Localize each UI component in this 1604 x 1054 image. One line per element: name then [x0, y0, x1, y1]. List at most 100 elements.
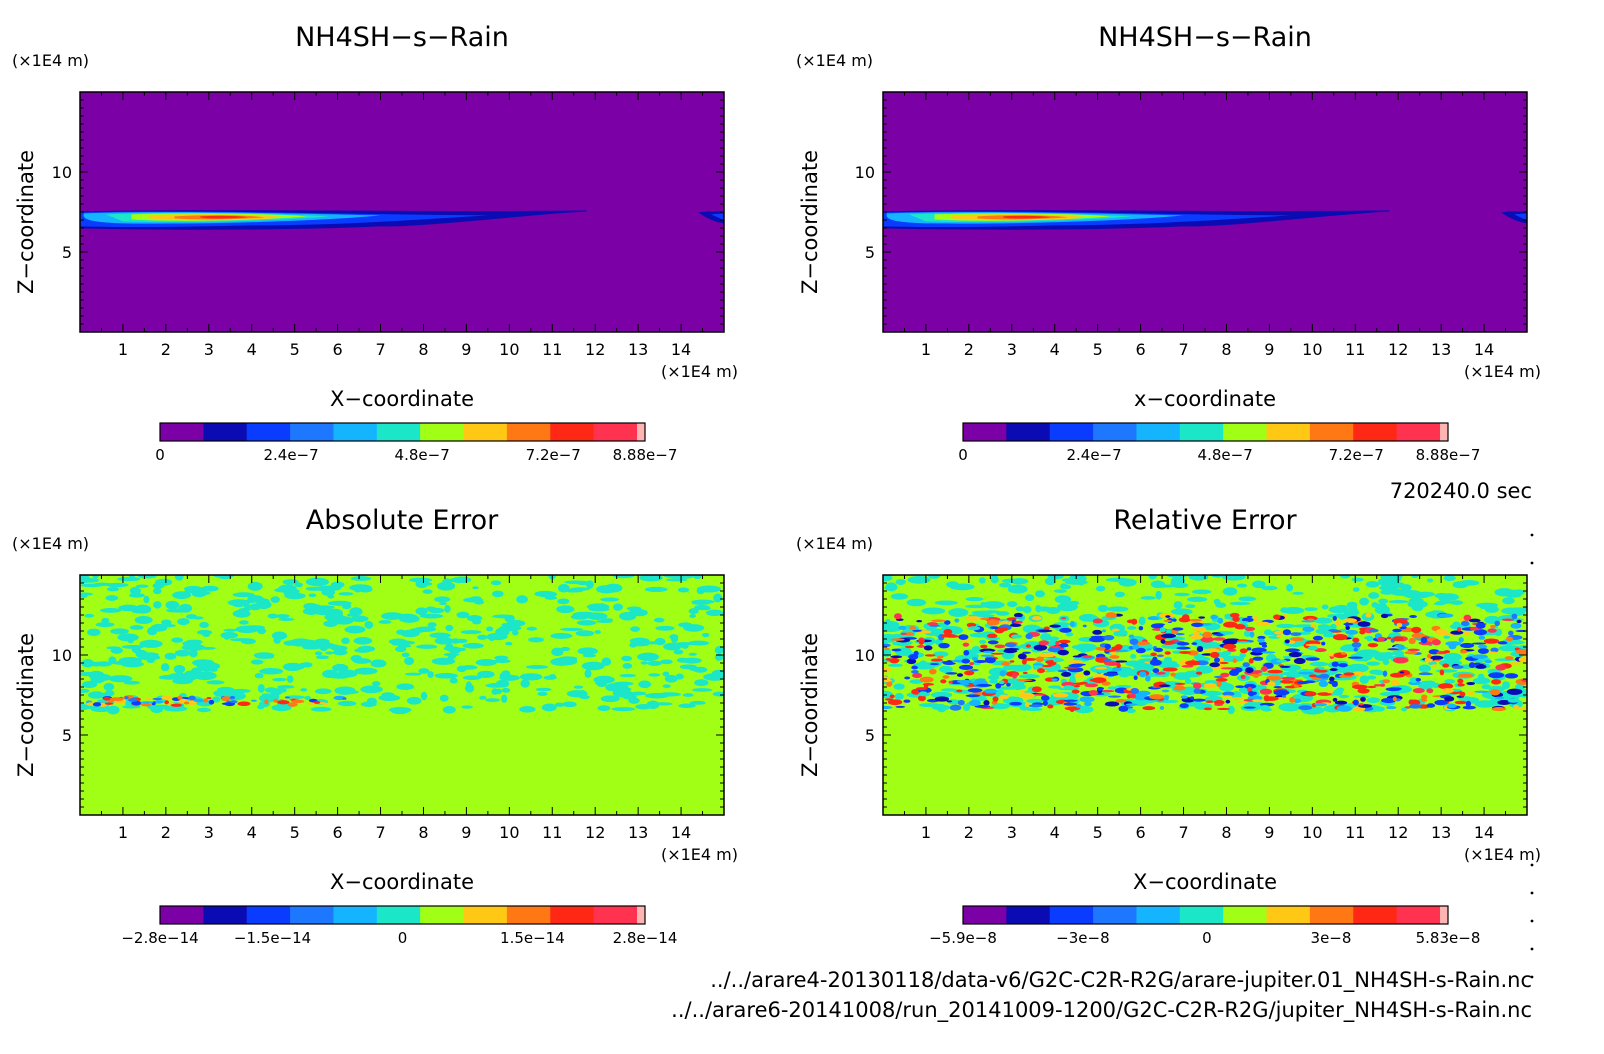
- x-tick-label: 4: [1050, 340, 1060, 359]
- x-tick-label: 12: [585, 823, 605, 842]
- y-tick-label: 10: [52, 163, 72, 182]
- colorbar-bin: [1309, 423, 1354, 441]
- colorbar-bin: [637, 423, 646, 441]
- colorbar-bin: [1049, 423, 1094, 441]
- x-tick-label: 2: [964, 823, 974, 842]
- y-tick-label: 10: [52, 646, 72, 665]
- x-tick-label: 4: [1050, 823, 1060, 842]
- colorbar-bin: [1136, 423, 1181, 441]
- colorbar-tick-label: 0: [155, 446, 165, 464]
- heatmap-field: [883, 575, 1527, 815]
- x-tick-label: 10: [499, 340, 519, 359]
- colorbar-tick-label: 5.83e−8: [1416, 929, 1481, 947]
- x-unit-label: (×1E4 m): [661, 845, 738, 864]
- x-tick-label: 4: [247, 823, 257, 842]
- x-tick-label: 6: [1136, 823, 1146, 842]
- y-tick-label: 5: [865, 726, 875, 745]
- x-tick-label: 14: [1474, 340, 1494, 359]
- x-tick-label: 1: [118, 823, 128, 842]
- source-file-path: ../../arare6-20141008/run_20141009-1200/…: [671, 998, 1532, 1023]
- y-axis-label: Z−coordinate: [798, 150, 822, 294]
- colorbar-bin: [160, 423, 204, 441]
- colorbar-bin: [506, 423, 551, 441]
- panel-4: Relative Error(×1E4 m)1 2 3 4 5 6 7 8 9 10 11 12 13 1…: [796, 505, 1541, 947]
- colorbar-bin: [1223, 906, 1268, 924]
- y-unit-label: (×1E4 m): [796, 534, 873, 553]
- colorbar-bin: [463, 423, 508, 441]
- colorbar: −2.8e−14 −1.5e−14 0 1.5e−14 2.8e−14: [121, 905, 677, 947]
- x-tick-label: 2: [161, 823, 171, 842]
- colorbar: 0 2.4e−7 4.8e−7 7.2e−7 8.88e−7: [155, 422, 678, 464]
- colorbar-tick-label: −3e−8: [1056, 929, 1109, 947]
- colorbar-tick-label: 8.88e−7: [1416, 446, 1481, 464]
- colorbar: 0 2.4e−7 4.8e−7 7.2e−7 8.88e−7: [958, 422, 1481, 464]
- colorbar-bin: [1136, 906, 1181, 924]
- x-tick-label: 4: [247, 340, 257, 359]
- x-tick-label: 14: [671, 340, 691, 359]
- colorbar-bin: [963, 423, 1007, 441]
- x-tick-label: 11: [1345, 823, 1365, 842]
- x-tick-label: 5: [1093, 823, 1103, 842]
- x-tick-label: 3: [204, 340, 214, 359]
- colorbar-bin: [593, 906, 638, 924]
- colorbar-bin: [550, 423, 595, 441]
- colorbar-tick-label: 2.4e−7: [263, 446, 318, 464]
- colorbar-tick-label: 0: [1202, 929, 1212, 947]
- colorbar-bin: [506, 906, 551, 924]
- margin-dot: [1530, 863, 1534, 867]
- colorbar-tick-label: 0: [398, 929, 408, 947]
- colorbar-bin: [420, 906, 465, 924]
- y-unit-label: (×1E4 m): [12, 534, 89, 553]
- colorbar-tick-label: 3e−8: [1311, 929, 1352, 947]
- x-tick-label: 3: [204, 823, 214, 842]
- panel-title: NH4SH−s−Rain: [1098, 22, 1312, 53]
- x-tick-label: 12: [1388, 340, 1408, 359]
- colorbar-bin: [593, 423, 638, 441]
- y-unit-label: (×1E4 m): [796, 51, 873, 70]
- colorbar-bin: [376, 423, 421, 441]
- x-tick-label: 7: [375, 340, 385, 359]
- colorbar-tick-label: 4.8e−7: [1198, 446, 1253, 464]
- colorbar-bin: [1396, 906, 1441, 924]
- x-tick-label: 14: [1474, 823, 1494, 842]
- x-axis-label: X−coordinate: [330, 387, 474, 411]
- colorbar-bin: [376, 906, 421, 924]
- colorbar-bin: [1266, 906, 1311, 924]
- colorbar-tick-label: 0: [958, 446, 968, 464]
- colorbar-bin: [1179, 906, 1224, 924]
- colorbar-tick-label: 8.88e−7: [613, 446, 678, 464]
- colorbar-bin: [1266, 423, 1311, 441]
- colorbar-bin: [1093, 423, 1137, 441]
- colorbar-bin: [1396, 423, 1441, 441]
- colorbar-bin: [1440, 423, 1449, 441]
- y-axis-label: Z−coordinate: [14, 633, 38, 777]
- colorbar-bin: [290, 423, 334, 441]
- x-axis-label: X−coordinate: [330, 870, 474, 894]
- colorbar-bin: [463, 906, 508, 924]
- x-unit-label: (×1E4 m): [661, 362, 738, 381]
- colorbar-bin: [1006, 906, 1051, 924]
- colorbar-bin: [333, 423, 378, 441]
- panel-2: NH4SH−s−Rain(×1E4 m)1 2 3 4 5 6 7 8 9 10 11 12 13 145…: [796, 22, 1541, 464]
- colorbar-bin: [1353, 423, 1398, 441]
- time-label: 720240.0 sec: [1390, 479, 1532, 503]
- heatmap-field: [80, 92, 724, 332]
- colorbar-tick-label: 7.2e−7: [526, 446, 581, 464]
- x-tick-label: 10: [499, 823, 519, 842]
- y-tick-label: 5: [62, 726, 72, 745]
- panel-title: NH4SH−s−Rain: [295, 22, 509, 53]
- x-tick-label: 10: [1302, 340, 1322, 359]
- x-tick-label: 13: [1431, 823, 1451, 842]
- y-axis-label: Z−coordinate: [798, 633, 822, 777]
- y-axis-label: Z−coordinate: [14, 150, 38, 294]
- colorbar-tick-label: −1.5e−14: [234, 929, 311, 947]
- x-tick-label: 12: [1388, 823, 1408, 842]
- x-tick-label: 2: [161, 340, 171, 359]
- y-tick-label: 5: [865, 243, 875, 262]
- colorbar-tick-label: 1.5e−14: [500, 929, 565, 947]
- x-tick-label: 1: [921, 340, 931, 359]
- heatmap-field: [80, 575, 724, 815]
- x-tick-label: 6: [333, 340, 343, 359]
- x-tick-label: 9: [461, 340, 471, 359]
